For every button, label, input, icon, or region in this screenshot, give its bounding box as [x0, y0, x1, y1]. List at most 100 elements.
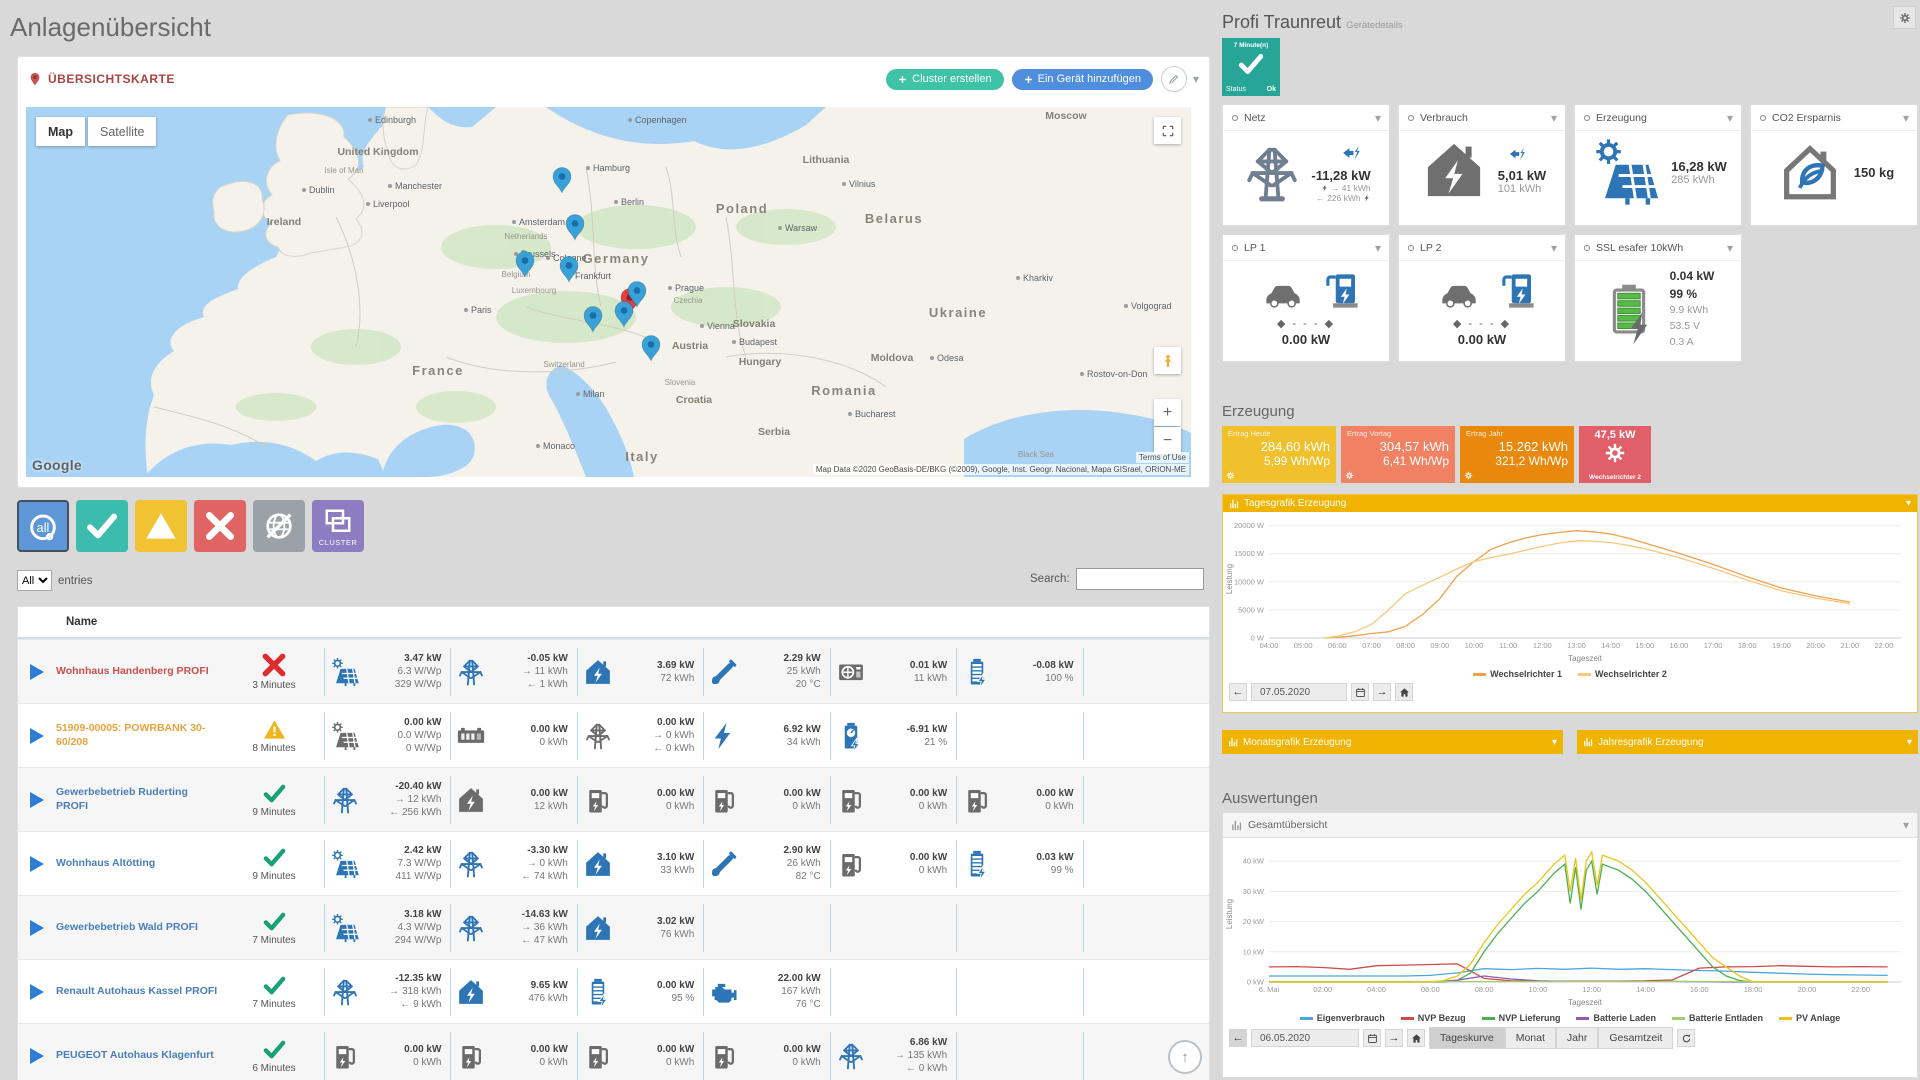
svg-text:18:00: 18:00 — [1744, 985, 1763, 994]
svg-text:14:00: 14:00 — [1601, 641, 1620, 650]
google-map[interactable]: EdinburghCopenhagenMoscowUnited KingdomH… — [26, 107, 1191, 477]
row-play-button[interactable] — [30, 1048, 44, 1064]
row-play-button[interactable] — [30, 984, 44, 1000]
yield-tile[interactable]: Ertrag Heute284,60 kWh5,99 Wh/Wp — [1222, 426, 1336, 483]
fullscreen-button[interactable] — [1154, 117, 1181, 144]
date-field[interactable]: 07.05.2020 — [1251, 683, 1347, 701]
refresh-button[interactable] — [1677, 1029, 1695, 1047]
svg-text:02:00: 02:00 — [1313, 985, 1332, 994]
zoom-out-button[interactable]: − — [1154, 427, 1181, 454]
map-mode-button[interactable]: Map — [36, 117, 85, 146]
status-ok-icon — [263, 782, 286, 805]
chevron-down-icon[interactable]: ▾ — [1551, 111, 1557, 125]
status-cell: 6 Minutes — [224, 1038, 324, 1074]
legend-swatch — [1401, 1017, 1414, 1020]
date-field[interactable]: 06.05.2020 — [1251, 1029, 1359, 1047]
status-dot-icon — [1407, 114, 1415, 122]
metric-cell: 0.00 kW0 kWh — [450, 712, 576, 760]
chevron-down-icon[interactable]: ▾ — [1375, 111, 1381, 125]
map-canvas: EdinburghCopenhagenMoscowUnited KingdomH… — [26, 107, 1191, 477]
collapse-map-chevron-icon[interactable]: ▾ — [1193, 72, 1199, 86]
card-header[interactable]: Erzeugung▾ — [1575, 105, 1741, 131]
card-header[interactable]: Netz▾ — [1223, 105, 1389, 131]
chevron-down-icon[interactable]: ▾ — [1903, 111, 1909, 125]
range-button-tageskurve[interactable]: Tageskurve — [1429, 1027, 1505, 1049]
device-status-tile[interactable]: 7 Minute(n) StatusOk — [1222, 38, 1280, 96]
add-device-button[interactable]: Ein Gerät hinzufügen — [1012, 69, 1153, 90]
metric-cell-empty — [830, 904, 956, 952]
map-terms-link[interactable]: Terms of Use — [1136, 452, 1189, 463]
card-header[interactable]: LP 2▾ — [1399, 235, 1565, 261]
plant-name-link[interactable]: Gewerbebetrieb Wald PROFI — [56, 921, 224, 935]
edit-map-button[interactable] — [1161, 66, 1187, 92]
charger-icon — [330, 1041, 360, 1071]
svg-text:Dublin: Dublin — [309, 185, 335, 195]
power-flow-arrow-icon — [1331, 143, 1371, 163]
plant-name-link[interactable]: Gewerbebetrieb Ruderting PROFI — [56, 786, 224, 813]
plant-name-link[interactable]: Renault Autohaus Kassel PROFI — [56, 985, 224, 999]
filter-warning-button[interactable] — [135, 500, 187, 552]
metric-cell-empty — [703, 904, 829, 952]
prev-day-button[interactable]: ← — [1229, 1029, 1247, 1047]
home-date-button[interactable] — [1407, 1029, 1425, 1047]
next-day-button[interactable]: → — [1373, 683, 1391, 701]
gear-icon — [1464, 471, 1473, 480]
overview-chart-bar[interactable]: Gesamtübersicht▾ — [1223, 813, 1917, 838]
lp2-power: 0.00 kW — [1458, 332, 1506, 347]
filter-ok-button[interactable] — [76, 500, 128, 552]
chevron-down-icon[interactable]: ▾ — [1727, 111, 1733, 125]
home-date-button[interactable] — [1395, 683, 1413, 701]
entries-select[interactable]: All — [17, 570, 52, 591]
section-title-erzeugung: Erzeugung — [1222, 403, 1295, 420]
range-button-jahr[interactable]: Jahr — [1556, 1027, 1598, 1049]
card-header[interactable]: SSL esafer 10kWh▾ — [1575, 235, 1741, 261]
metric-cell: 3.02 kW76 kWh — [577, 904, 703, 952]
housebolt-icon — [583, 849, 613, 879]
card-header[interactable]: CO2 Ersparnis▾ — [1751, 105, 1917, 131]
filter-offline-button[interactable] — [253, 500, 305, 552]
batterybolt-icon — [962, 657, 992, 687]
range-button-gesamtzeit[interactable]: Gesamtzeit — [1598, 1027, 1673, 1049]
svg-text:19:00: 19:00 — [1772, 641, 1791, 650]
search-input[interactable] — [1076, 568, 1204, 590]
yield-tile[interactable]: Ertrag Vortag304,57 kWh6,41 Wh/Wp — [1341, 426, 1455, 483]
calendar-button[interactable] — [1351, 683, 1369, 701]
metric-cell: 3.10 kW33 kWh — [577, 840, 703, 888]
table-header[interactable]: Name — [18, 607, 1209, 639]
plant-name-link[interactable]: Wohnhaus Handenberg PROFI — [56, 665, 224, 679]
plant-name-link[interactable]: 51909-00005: POWRBANK 30-60/208 — [56, 722, 224, 749]
create-cluster-button[interactable]: Cluster erstellen — [886, 69, 1003, 90]
scroll-to-top-button[interactable]: ↑ — [1168, 1040, 1202, 1074]
row-play-button[interactable] — [30, 728, 44, 744]
range-button-monat[interactable]: Monat — [1505, 1027, 1556, 1049]
zoom-in-button[interactable]: + — [1154, 399, 1181, 426]
yield-tile[interactable]: 47,5 kWWechselrichter 2 — [1579, 426, 1651, 483]
settings-button[interactable] — [1893, 6, 1916, 29]
yearly-chart-bar[interactable]: Jahresgrafik Erzeugung▾ — [1577, 730, 1918, 754]
calendar-button[interactable] — [1363, 1029, 1381, 1047]
card-header[interactable]: Verbrauch▾ — [1399, 105, 1565, 131]
next-day-button[interactable]: → — [1385, 1029, 1403, 1047]
plant-name-link[interactable]: PEUGEOT Autohaus Klagenfurt — [56, 1049, 224, 1063]
row-play-button[interactable] — [30, 792, 44, 808]
row-play-button[interactable] — [30, 856, 44, 872]
satellite-mode-button[interactable]: Satellite — [88, 117, 156, 146]
chevron-down-icon[interactable]: ▾ — [1375, 241, 1381, 255]
monthly-chart-bar[interactable]: Monatsgrafik Erzeugung▾ — [1222, 730, 1563, 754]
chevron-down-icon[interactable]: ▾ — [1551, 241, 1557, 255]
chevron-down-icon[interactable]: ▾ — [1727, 241, 1733, 255]
row-play-button[interactable] — [30, 664, 44, 680]
filter-cluster-button[interactable]: CLUSTER — [312, 500, 364, 552]
plant-name-link[interactable]: Wohnhaus Altötting — [56, 857, 224, 871]
prev-day-button[interactable]: ← — [1229, 683, 1247, 701]
pegman-button[interactable] — [1154, 347, 1181, 374]
yield-tile[interactable]: Ertrag Jahr15.262 kWh321,2 Wh/Wp — [1460, 426, 1574, 483]
filter-all-button[interactable]: all — [17, 500, 69, 552]
metric-cell: 3.69 kW72 kWh — [577, 648, 703, 696]
card-header[interactable]: LP 1▾ — [1223, 235, 1389, 261]
filter-error-button[interactable] — [194, 500, 246, 552]
svg-text:40 kW: 40 kW — [1243, 857, 1265, 866]
row-play-button[interactable] — [30, 920, 44, 936]
pv-panel-icon — [1589, 137, 1663, 207]
daily-chart-bar[interactable]: Tagesgrafik Erzeugung▾ — [1223, 495, 1917, 512]
